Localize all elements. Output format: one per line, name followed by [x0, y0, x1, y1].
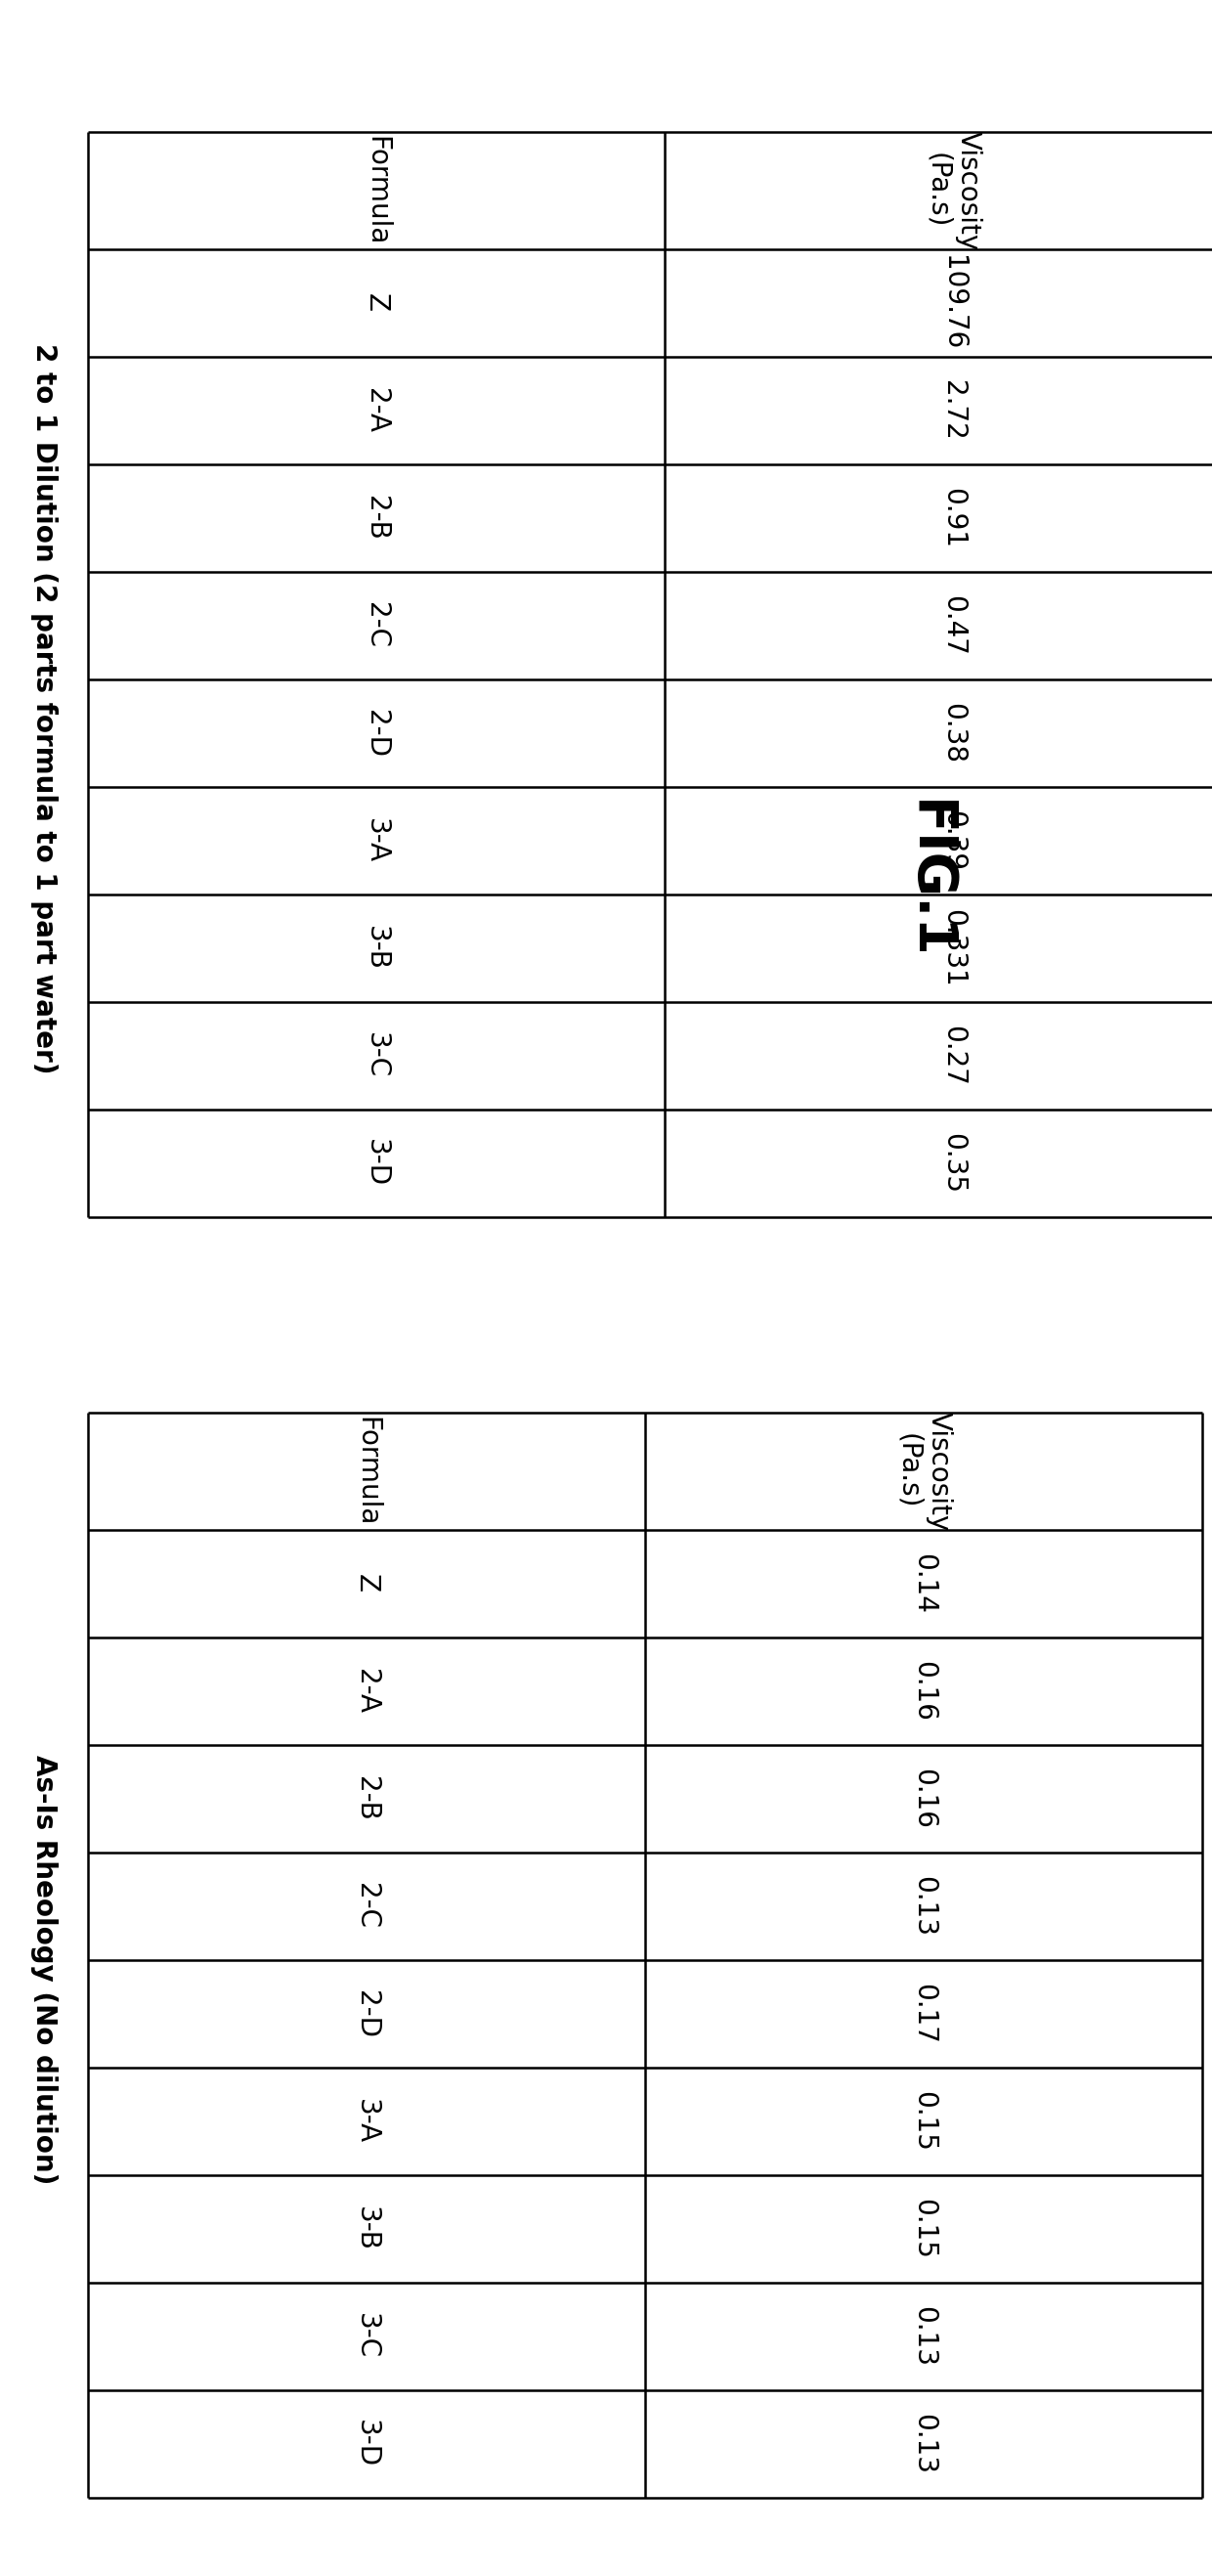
- Text: Formula: Formula: [362, 137, 390, 245]
- Text: 2-D: 2-D: [353, 1989, 381, 2038]
- Text: 3-B: 3-B: [353, 2208, 381, 2251]
- Text: 2-C: 2-C: [353, 1883, 381, 1929]
- Text: 2-D: 2-D: [362, 708, 390, 757]
- Text: As-Is Rheology (No dilution): As-Is Rheology (No dilution): [30, 1754, 58, 2184]
- Text: 3-A: 3-A: [362, 819, 390, 863]
- Text: 3-D: 3-D: [353, 2419, 381, 2468]
- Text: 3-B: 3-B: [362, 925, 390, 971]
- Text: 0.15: 0.15: [910, 2200, 937, 2259]
- Text: 0.13: 0.13: [910, 2306, 937, 2367]
- Text: 2-B: 2-B: [362, 495, 390, 541]
- Text: 0.35: 0.35: [939, 1133, 967, 1193]
- Text: 3-C: 3-C: [362, 1033, 390, 1079]
- Text: 2-C: 2-C: [362, 603, 390, 649]
- Text: 3-A: 3-A: [353, 2099, 381, 2143]
- Text: 0.39: 0.39: [939, 811, 967, 871]
- Text: 0.91: 0.91: [939, 487, 967, 549]
- Text: 0.13: 0.13: [910, 1875, 937, 1937]
- Text: Z: Z: [362, 294, 390, 312]
- Text: 109.76: 109.76: [939, 255, 967, 350]
- Text: Z: Z: [353, 1574, 381, 1592]
- Text: 2.72: 2.72: [939, 381, 967, 440]
- Text: 0.13: 0.13: [910, 2414, 937, 2476]
- Text: 0.38: 0.38: [939, 703, 967, 762]
- Text: 0.16: 0.16: [910, 1770, 937, 1829]
- Text: 2-A: 2-A: [362, 389, 390, 433]
- Text: FIG.1: FIG.1: [902, 799, 955, 961]
- Text: 2 to 1 Dilution (2 parts formula to 1 part water): 2 to 1 Dilution (2 parts formula to 1 pa…: [30, 343, 58, 1074]
- Text: 3-D: 3-D: [362, 1139, 390, 1188]
- Text: 2-A: 2-A: [353, 1669, 381, 1713]
- Text: 0.14: 0.14: [910, 1553, 937, 1615]
- Text: Viscosity
(Pa.s): Viscosity (Pa.s): [924, 131, 983, 250]
- Text: Formula: Formula: [353, 1417, 381, 1525]
- Text: Viscosity
(Pa.s): Viscosity (Pa.s): [894, 1412, 953, 1530]
- Text: 0.15: 0.15: [910, 2092, 937, 2151]
- Text: 2-B: 2-B: [353, 1777, 381, 1821]
- Text: 0.27: 0.27: [939, 1025, 967, 1087]
- Text: 0.16: 0.16: [910, 1662, 937, 1721]
- Text: 0.331: 0.331: [939, 909, 967, 987]
- Text: 3-C: 3-C: [353, 2313, 381, 2360]
- Text: 0.17: 0.17: [910, 1984, 937, 2045]
- Text: 0.47: 0.47: [939, 595, 967, 657]
